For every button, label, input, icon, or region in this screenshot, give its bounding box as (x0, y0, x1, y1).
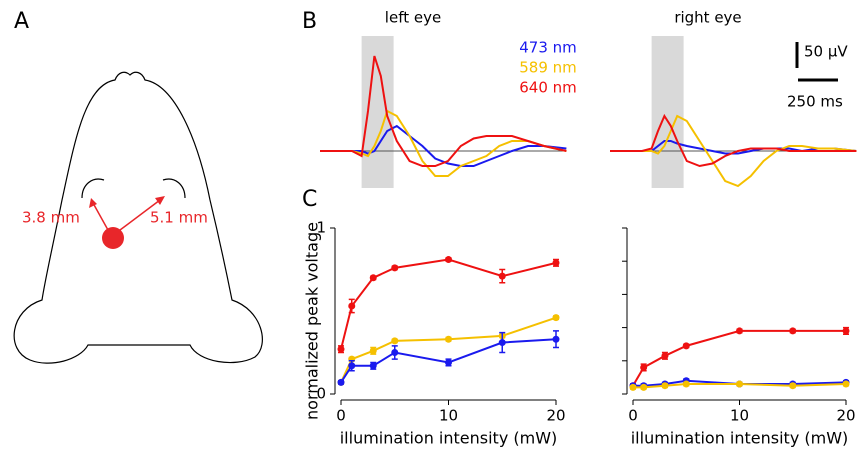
point (640, 364, 647, 371)
x-tick-label: 20 (546, 407, 565, 425)
point (445, 359, 452, 366)
eye-right (163, 179, 185, 198)
x-axis-label: illumination intensity (mW) (631, 429, 849, 448)
x-tick-label: 10 (730, 407, 749, 425)
point (445, 336, 452, 343)
y-axis-label: normalized peak voltage (303, 222, 322, 420)
point (370, 347, 377, 354)
figure: A B C 3.8 mm 5.1 mm 50 µV 250 ms left ey… (0, 0, 865, 452)
point (736, 327, 743, 334)
trace (320, 126, 566, 166)
panel-title: left eye (385, 9, 441, 27)
x-tick-label: 20 (836, 407, 855, 425)
point (789, 327, 796, 334)
legend-entry: 473 nm (519, 39, 577, 57)
distance-label: 5.1 mm (150, 209, 208, 227)
point (499, 273, 506, 280)
point (843, 381, 850, 388)
x-tick-label: 0 (628, 407, 638, 425)
point (348, 303, 355, 310)
point (661, 382, 668, 389)
point (391, 337, 398, 344)
arrow (93, 203, 108, 230)
point (370, 274, 377, 281)
point (499, 339, 506, 346)
point (630, 384, 637, 391)
point (683, 342, 690, 349)
panel-label: C (302, 187, 317, 212)
point (391, 349, 398, 356)
point (348, 362, 355, 369)
scale-label: 250 ms (787, 93, 843, 111)
legend-entry: 589 nm (519, 59, 577, 77)
point (391, 264, 398, 271)
stimulus-window (652, 36, 684, 188)
point (553, 314, 560, 321)
point (683, 381, 690, 388)
x-tick-label: 0 (336, 407, 346, 425)
point (445, 256, 452, 263)
trace (320, 111, 566, 176)
eye-left (82, 179, 104, 198)
point (736, 381, 743, 388)
panel-label: A (14, 9, 29, 34)
panel-label: B (302, 9, 317, 34)
point (553, 259, 560, 266)
point (661, 352, 668, 359)
scale-label: 50 µV (804, 43, 848, 61)
distance-label: 3.8 mm (22, 209, 80, 227)
point (370, 362, 377, 369)
point (789, 382, 796, 389)
point (338, 346, 345, 353)
panel-title: right eye (674, 9, 741, 27)
point (640, 384, 647, 391)
point (843, 327, 850, 334)
x-tick-label: 10 (439, 407, 458, 425)
point (338, 379, 345, 386)
point (553, 336, 560, 343)
x-axis-label: illumination intensity (mW) (340, 429, 558, 448)
trace (610, 116, 856, 166)
arrowhead (155, 196, 165, 205)
legend-entry: 640 nm (519, 79, 577, 97)
